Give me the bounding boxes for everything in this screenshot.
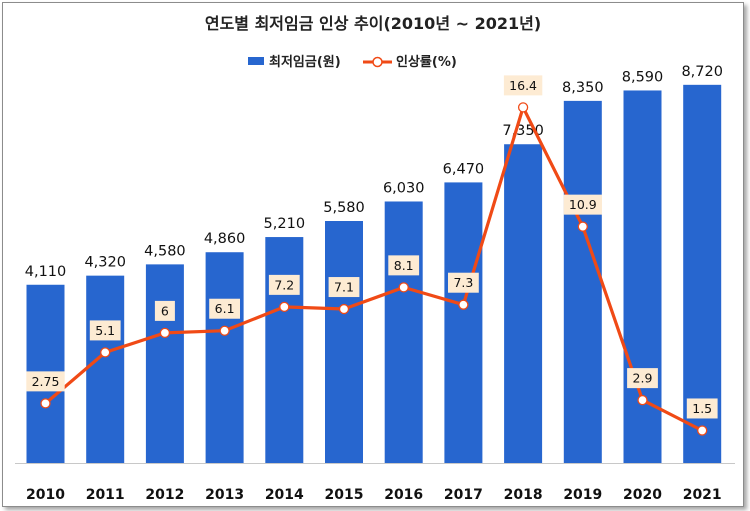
rate-points-layer [40, 102, 708, 436]
rate-point-2013 [219, 325, 230, 336]
x-tick-label: 2013 [205, 487, 244, 503]
legend-bar-swatch [248, 57, 264, 65]
x-tick-labels: 2010 2011 2012 2013 2014 2015 2016 2017 2018 2019… [26, 487, 722, 503]
bar-value-label: 4,860 [204, 231, 246, 247]
bar-2015 [325, 221, 363, 463]
rate-value-label: 16.4 [509, 78, 537, 93]
rate-value-label: 2.75 [32, 374, 60, 389]
rate-value-label: 7.1 [334, 280, 354, 295]
rate-labels-layer: 2.75 5.1 6 6.1 7.2 7.1 8.1 7.3 16.4 10.9 2.9 1.5 [26, 75, 718, 419]
rate-label-box [89, 320, 121, 341]
bar-2012 [145, 264, 184, 463]
rate-point-2014 [279, 301, 290, 313]
rate-series-line [44, 105, 703, 432]
x-tick-label: 2016 [384, 487, 423, 503]
x-tick-label: 2010 [26, 487, 65, 503]
rate-label-box [448, 272, 479, 293]
x-tick-label: 2019 [563, 487, 602, 503]
bar-2011 [86, 275, 125, 463]
bar-value-label: 5,580 [323, 200, 365, 216]
bar-value-label: 8,350 [562, 80, 604, 96]
bar-2018 [504, 144, 543, 463]
bar-2016 [384, 201, 423, 464]
bar-value-label: 4,110 [25, 264, 67, 280]
x-tick-label: 2011 [86, 487, 125, 503]
rate-value-label: 10.9 [569, 197, 597, 212]
rate-point-2015 [338, 303, 350, 315]
chart-frame: 연도별 최저임금 인상 추이(2010년 ~ 2021년) 최저임금(원) 인상… [2, 2, 744, 507]
bar-value-label: 6,030 [383, 180, 425, 196]
rate-point-2019 [577, 221, 588, 232]
rate-value-label: 2.9 [633, 371, 653, 386]
rate-point-2020 [637, 394, 648, 406]
rate-label-box [686, 398, 718, 419]
legend-line-marker [372, 56, 383, 68]
bar-value-label: 8,720 [681, 64, 723, 80]
rate-value-label: 7.2 [274, 277, 294, 292]
bar-2013 [205, 252, 244, 463]
rate-value-label: 6 [161, 303, 169, 318]
rate-label-box [26, 371, 65, 392]
x-tick-label: 2015 [325, 487, 364, 503]
bar-value-label: 4,580 [144, 243, 186, 259]
bar-value-label: 8,590 [622, 69, 664, 85]
x-tick-label: 2012 [145, 487, 184, 503]
rate-point-2021 [697, 425, 708, 436]
rate-point-2018 [517, 102, 529, 113]
bar-2014 [265, 237, 304, 463]
rate-point-2017 [458, 299, 469, 310]
rate-label-box [154, 300, 175, 321]
rate-label-box [388, 255, 420, 276]
x-tick-label: 2017 [444, 487, 483, 503]
x-tick-label: 2020 [623, 487, 662, 503]
rate-label-box [209, 298, 240, 319]
chart-svg: 연도별 최저임금 인상 추이(2010년 ~ 2021년) 최저임금(원) 인상… [15, 14, 735, 503]
rate-label-box [328, 277, 360, 298]
x-tick-label: 2018 [504, 487, 543, 503]
bar-2017 [444, 182, 483, 463]
legend-line-label: 인상률(%) [396, 54, 457, 70]
rate-point-2016 [398, 282, 409, 293]
rate-label-box [563, 194, 602, 215]
rate-point-2011 [100, 347, 111, 358]
legend-bar-label: 최저임금(원) [269, 55, 341, 70]
rate-value-label: 5.1 [95, 323, 115, 338]
bar-2019 [563, 100, 602, 463]
rate-value-label: 6.1 [215, 301, 235, 316]
x-tick-label: 2014 [265, 487, 304, 503]
bar-value-label: 4,320 [84, 255, 126, 271]
rate-point-2012 [159, 327, 171, 339]
rate-label-box [627, 368, 658, 389]
rate-value-label: 7.3 [453, 275, 473, 290]
legend: 최저임금(원) 인상률(%) [248, 54, 457, 70]
bar-value-label: 5,210 [264, 216, 306, 232]
rate-label-box [268, 274, 300, 295]
chart-title: 연도별 최저임금 인상 추이(2010년 ~ 2021년) [205, 14, 541, 33]
rate-value-label: 8.1 [394, 258, 414, 273]
bars-layer [26, 84, 722, 464]
x-tick-label: 2021 [683, 487, 722, 503]
bar-value-label: 6,470 [443, 161, 485, 177]
rate-value-label: 1.5 [692, 401, 712, 416]
rate-label-box [503, 75, 543, 96]
rate-point-2010 [40, 398, 51, 409]
bar-labels-layer: 4,110 4,320 4,580 4,860 5,210 5,580 6,030 6,470… [25, 64, 723, 280]
